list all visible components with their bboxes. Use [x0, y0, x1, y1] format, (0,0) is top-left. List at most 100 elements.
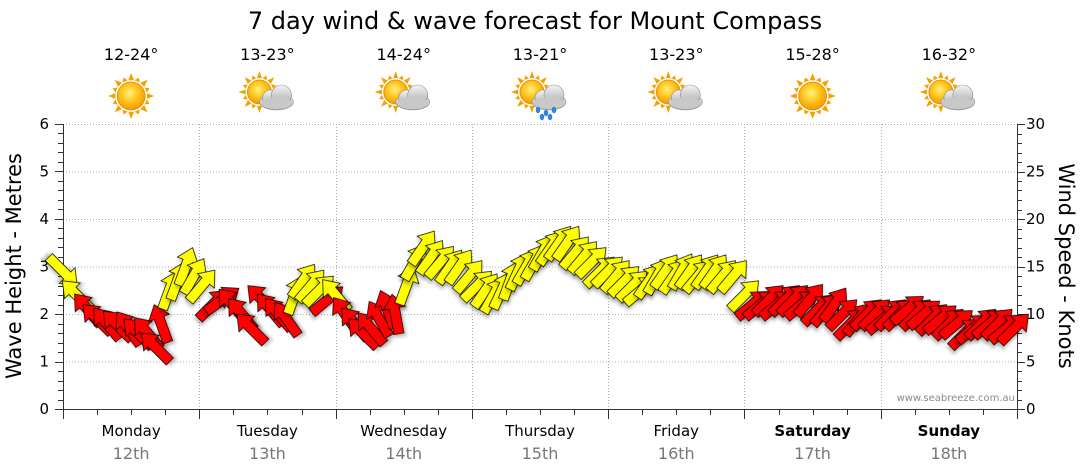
temperature-label: 14-24° [376, 45, 431, 64]
sun-ray [651, 84, 657, 90]
sun-ray [407, 84, 413, 90]
day-headers: 12-24° 13-23° 14-24° 13-21° 13-23° 15-28° 16-3… [104, 45, 976, 121]
sun-ray [251, 75, 257, 81]
wind-arrow [141, 332, 174, 366]
wind-arrow [996, 313, 1029, 347]
sun-ray [933, 103, 938, 109]
sun-ray [794, 87, 800, 93]
sunny-icon [789, 73, 836, 119]
partly-cloudy-icon [919, 71, 976, 113]
sun-ray [114, 79, 123, 87]
sun-ray [379, 94, 384, 100]
sun-ray [380, 77, 388, 85]
sun-ray [144, 99, 150, 105]
date-label: 13th [249, 444, 286, 463]
right-tick-label: 20 [1026, 210, 1045, 228]
left-tick-label: 3 [39, 258, 49, 276]
sun-ray [524, 75, 530, 81]
cloud-shape [259, 84, 294, 111]
sun-rays [108, 73, 155, 119]
sun-ray [388, 75, 393, 81]
partly-cloudy-icon [374, 71, 431, 113]
sun-ray [938, 71, 944, 79]
day-label: Wednesday [360, 422, 447, 440]
sun-ray [948, 77, 956, 85]
temperature-label: 15-28° [785, 45, 840, 64]
rain-drop [535, 106, 541, 114]
credit-text: www.seabreeze.com.au [897, 393, 1015, 404]
sun-ray [924, 84, 930, 90]
cloud-fill [534, 97, 564, 109]
sun-ray [671, 75, 676, 81]
date-label: 12th [113, 444, 150, 463]
sun-ray [660, 75, 666, 81]
sun-ray [653, 99, 661, 107]
cloud-fill [261, 97, 292, 109]
sun-ray [529, 71, 535, 79]
sun-ray [919, 89, 928, 95]
sun-ray [796, 79, 804, 87]
sun-ray [515, 94, 521, 100]
sun-ray [815, 77, 822, 83]
sun-ray [379, 84, 384, 90]
cloud-shape [667, 84, 703, 111]
cloud-fill [942, 97, 973, 109]
sun-ray [826, 99, 832, 105]
sun-ray [398, 75, 404, 81]
sun-ray [267, 77, 275, 85]
showers-icon [511, 71, 567, 121]
sun-ray [393, 71, 399, 79]
sun-ray [128, 111, 135, 119]
right-tick-label: 25 [1026, 163, 1045, 181]
sun-ray [515, 84, 521, 90]
date-label: 15th [522, 444, 559, 463]
sun-ray [938, 105, 944, 113]
left-tick-label: 6 [39, 115, 49, 133]
sun-ray [803, 77, 810, 83]
sun-ray [134, 109, 140, 115]
sun-ray [529, 105, 535, 113]
sun-ray [803, 109, 810, 115]
partly-cloudy-icon [238, 71, 294, 113]
wind-arrow [44, 253, 78, 286]
day-label: Tuesday [236, 422, 298, 440]
sun-ray [256, 105, 262, 113]
sun-ray [794, 99, 800, 105]
date-label: 17th [794, 444, 831, 463]
right-tick-label: 30 [1026, 115, 1045, 133]
date-label: 16th [658, 444, 695, 463]
rain-drop [543, 109, 549, 117]
temperature-label: 13-23° [649, 45, 704, 64]
wind-arrow [148, 304, 174, 345]
sun-ray [112, 99, 118, 105]
sun-ray [517, 77, 525, 85]
sun-ray [926, 99, 933, 107]
left-tick-label: 5 [39, 163, 49, 181]
sunny-icon [108, 73, 155, 119]
sun-ray [403, 77, 411, 85]
cloud-shape [940, 84, 976, 111]
sun-ray [952, 84, 958, 90]
date-label: 18th [930, 444, 967, 463]
sun-ray [828, 93, 836, 99]
sun-ray [821, 79, 829, 87]
sun-ray [653, 77, 661, 85]
sun-ray [128, 73, 135, 81]
wind-arrow [184, 269, 216, 305]
sun-ray [256, 71, 262, 79]
sun-ray [665, 71, 671, 79]
sun-ray [933, 75, 938, 81]
cloud-shape [395, 84, 431, 111]
day-label: Thursday [504, 422, 575, 440]
right-axis: 0 5 10 15 20 25 30 [1017, 115, 1045, 418]
day-axis: Monday 12th Tuesday 13th Wednesday 14th Thursd… [63, 409, 1018, 463]
sun-ray [647, 89, 655, 95]
temperature-label: 12-24° [104, 45, 159, 64]
sun-ray [926, 77, 933, 85]
sun-ray [511, 89, 519, 95]
sun-ray [251, 103, 257, 109]
right-axis-label: Wind Speed - Knots [1054, 163, 1078, 368]
temperature-label: 13-21° [513, 45, 568, 64]
sun-ray [108, 93, 116, 99]
